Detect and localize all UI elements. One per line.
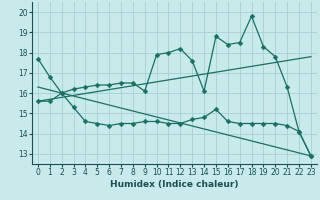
X-axis label: Humidex (Indice chaleur): Humidex (Indice chaleur) xyxy=(110,180,239,189)
